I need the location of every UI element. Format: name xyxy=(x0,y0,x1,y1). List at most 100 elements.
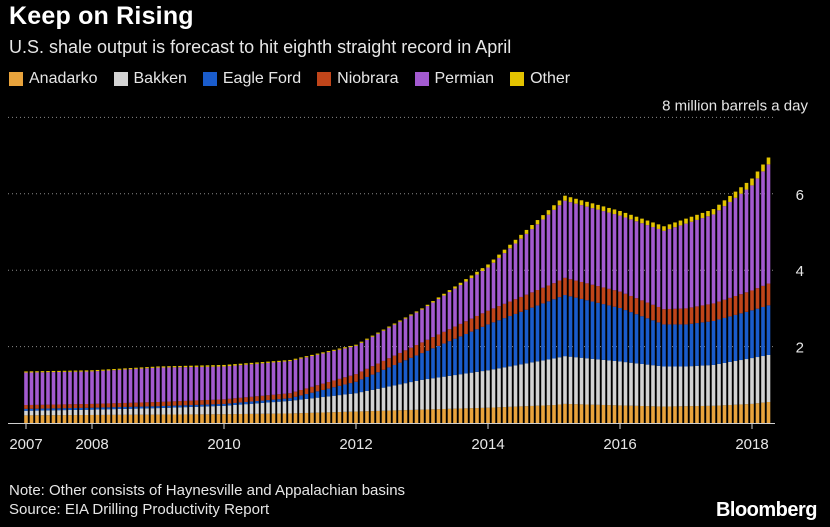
bar-segment-niobrara xyxy=(469,318,474,332)
bar-segment-permian xyxy=(288,361,292,394)
bar-segment-bakken xyxy=(739,360,743,405)
bar-segment-niobrara xyxy=(24,405,28,409)
bar-segment-niobrara xyxy=(590,284,595,302)
bar-segment-eagle-ford xyxy=(414,355,419,381)
bar-segment-niobrara xyxy=(574,280,578,298)
bar-segment-eagle-ford xyxy=(766,305,771,355)
bar-segment-niobrara xyxy=(607,288,611,306)
bar-segment-permian xyxy=(354,345,358,375)
bar-segment-niobrara xyxy=(95,403,100,408)
bar-segment-bakken xyxy=(233,404,237,415)
legend-item-bakken: Bakken xyxy=(113,70,187,88)
bar-segment-other xyxy=(332,349,336,351)
bar-segment-other xyxy=(387,326,391,328)
bar-segment-anadarko xyxy=(563,403,567,423)
bar-segment-permian xyxy=(497,257,501,307)
bar-segment-other xyxy=(563,195,567,201)
bar-segment-bakken xyxy=(167,407,171,415)
bar-segment-eagle-ford xyxy=(112,407,116,410)
bar-segment-permian xyxy=(458,285,463,324)
bar-segment-bakken xyxy=(673,366,677,407)
bar-segment-niobrara xyxy=(348,375,353,384)
bar-segment-niobrara xyxy=(337,378,342,386)
bar-segment-eagle-ford xyxy=(189,405,193,407)
bar-segment-eagle-ford xyxy=(728,316,732,362)
bar-segment-niobrara xyxy=(535,290,540,306)
bar-segment-eagle-ford xyxy=(216,404,221,406)
bar-segment-bakken xyxy=(299,399,303,414)
bar-segment-eagle-ford xyxy=(348,383,353,394)
bar-segment-niobrara xyxy=(684,308,688,325)
bar-segment-permian xyxy=(486,267,490,311)
bar-segment-niobrara xyxy=(326,382,331,389)
bar-segment-eagle-ford xyxy=(640,316,644,364)
bar-segment-permian xyxy=(656,228,661,307)
bar-segment-bakken xyxy=(282,401,287,414)
bar-segment-anadarko xyxy=(249,413,254,423)
bar-segment-other xyxy=(640,218,644,224)
bar-segment-permian xyxy=(68,371,72,405)
bar-segment-bakken xyxy=(398,384,402,411)
bar-segment-other xyxy=(29,371,34,373)
bar-segment-niobrara xyxy=(381,360,386,370)
bar-segment-bakken xyxy=(84,409,89,416)
bar-segment-bakken xyxy=(376,388,380,411)
legend-item-other: Other xyxy=(510,70,570,88)
bar-segment-anadarko xyxy=(172,414,177,423)
bar-segment-anadarko xyxy=(90,414,94,423)
bar-segment-other xyxy=(24,371,28,373)
y-tick-label: 2 xyxy=(796,340,804,357)
bar-segment-other xyxy=(365,338,369,340)
x-tick-label: 2008 xyxy=(75,436,108,453)
bar-segment-bakken xyxy=(442,376,446,409)
bar-segment-other xyxy=(409,314,413,316)
bar-segment-anadarko xyxy=(321,412,325,423)
bar-segment-bakken xyxy=(557,357,562,405)
bar-segment-eagle-ford xyxy=(315,391,320,398)
bar-segment-eagle-ford xyxy=(326,388,331,397)
bar-segment-niobrara xyxy=(458,323,463,337)
bar-segment-other xyxy=(277,360,281,363)
bar-segment-eagle-ford xyxy=(579,298,584,358)
bar-segment-anadarko xyxy=(458,408,463,423)
bar-segment-permian xyxy=(167,367,171,402)
bar-segment-bakken xyxy=(574,357,578,405)
legend-swatch-niobrara xyxy=(317,72,332,86)
bar-segment-eagle-ford xyxy=(398,362,402,385)
bar-segment-anadarko xyxy=(277,413,281,423)
bar-segment-other xyxy=(420,308,424,310)
bar-segment-niobrara xyxy=(249,396,254,402)
bar-segment-anadarko xyxy=(403,410,408,423)
bar-segment-anadarko xyxy=(376,410,380,423)
bar-segment-eagle-ford xyxy=(629,312,633,363)
bar-segment-other xyxy=(260,362,265,364)
bar-segment-niobrara xyxy=(46,404,50,409)
bar-segment-anadarko xyxy=(343,411,347,423)
bar-segment-permian xyxy=(161,367,166,402)
bar-segment-permian xyxy=(409,315,413,348)
bar-segment-permian xyxy=(651,227,655,305)
bar-segment-niobrara xyxy=(299,390,303,396)
bar-segment-eagle-ford xyxy=(381,369,386,388)
bar-segment-anadarko xyxy=(117,414,122,423)
bar-segment-other xyxy=(189,365,193,368)
bar-segment-niobrara xyxy=(409,347,413,358)
bar-segment-bakken xyxy=(51,410,56,416)
bar-segment-bakken xyxy=(310,398,314,413)
bar-segment-permian xyxy=(728,201,732,298)
bar-segment-niobrara xyxy=(651,304,655,321)
bar-segment-bakken xyxy=(79,409,83,416)
bar-segment-eagle-ford xyxy=(420,353,424,380)
bar-segment-other xyxy=(464,279,468,282)
bar-segment-permian xyxy=(370,336,375,367)
bar-segment-other xyxy=(200,365,204,367)
bar-segment-anadarko xyxy=(480,407,485,423)
bar-segment-niobrara xyxy=(673,308,677,325)
bar-segment-anadarko xyxy=(260,413,265,423)
bar-segment-permian xyxy=(46,372,50,405)
bar-segment-eagle-ford xyxy=(244,401,248,405)
bar-segment-permian xyxy=(376,333,380,364)
chart-title: Keep on Rising xyxy=(9,2,194,30)
bar-segment-niobrara xyxy=(629,295,633,313)
bar-segment-permian xyxy=(678,225,683,309)
